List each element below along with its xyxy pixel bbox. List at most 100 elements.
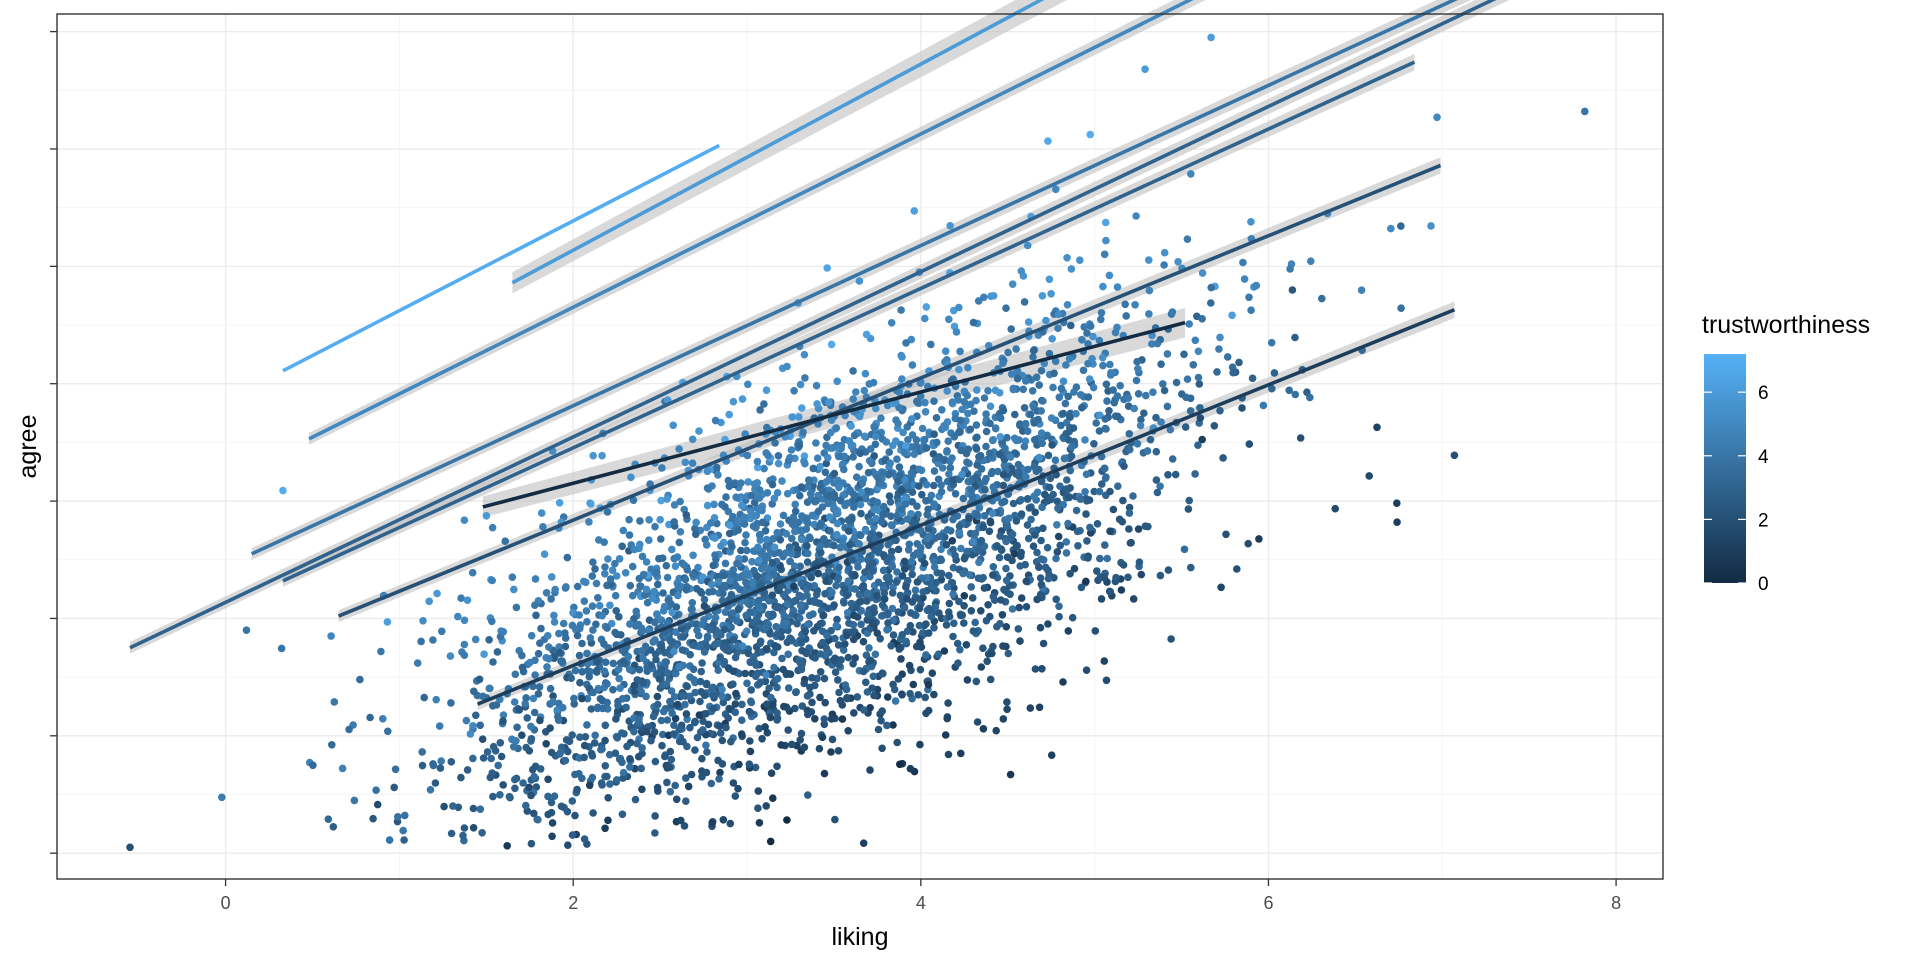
data-point <box>1059 409 1068 418</box>
data-point <box>861 369 870 378</box>
data-point <box>1137 415 1145 424</box>
data-point <box>1450 451 1459 460</box>
data-point <box>1036 574 1045 582</box>
data-point <box>1393 499 1401 508</box>
data-point <box>816 620 825 628</box>
x-tick-label: 4 <box>916 893 926 913</box>
data-point <box>532 611 540 620</box>
data-point <box>1025 504 1034 512</box>
data-point <box>601 824 609 833</box>
data-point <box>660 602 669 611</box>
data-point <box>698 620 706 629</box>
data-point <box>852 603 860 612</box>
data-point <box>682 511 691 519</box>
data-point <box>546 684 555 693</box>
data-point <box>545 643 553 651</box>
data-point <box>1076 256 1084 265</box>
data-point <box>1048 441 1056 449</box>
data-point <box>960 398 968 406</box>
data-point <box>472 711 480 720</box>
data-point <box>813 400 821 408</box>
data-point <box>670 647 678 656</box>
data-point <box>1140 409 1148 418</box>
data-point <box>501 537 510 545</box>
data-point <box>949 515 957 524</box>
data-point <box>750 566 758 575</box>
data-point <box>805 582 814 590</box>
data-point <box>1006 590 1014 599</box>
data-point <box>945 315 953 324</box>
data-point <box>1387 224 1395 233</box>
data-point <box>568 621 577 630</box>
data-point <box>535 683 544 691</box>
data-point <box>618 695 627 703</box>
data-point <box>951 551 959 560</box>
data-point <box>731 792 740 800</box>
data-point <box>938 406 946 414</box>
data-point <box>1053 497 1062 506</box>
data-point <box>915 604 924 613</box>
data-point <box>850 533 859 542</box>
data-point <box>1141 65 1149 73</box>
data-point <box>908 598 917 606</box>
data-point <box>457 773 465 782</box>
data-point <box>843 631 851 640</box>
data-point <box>1082 577 1090 586</box>
data-point <box>778 477 786 485</box>
data-point <box>547 573 556 581</box>
data-point <box>692 518 700 527</box>
data-point <box>889 631 898 639</box>
data-point <box>977 536 986 545</box>
data-point <box>930 467 939 475</box>
data-point <box>1172 378 1181 387</box>
data-point <box>706 625 714 634</box>
data-point <box>1072 409 1080 418</box>
data-point <box>872 404 880 413</box>
data-point <box>954 659 962 667</box>
data-point <box>633 739 641 748</box>
data-point <box>643 667 651 675</box>
data-point <box>1255 535 1263 543</box>
data-point <box>924 680 933 689</box>
data-point <box>513 723 521 732</box>
data-point <box>601 762 610 770</box>
data-point <box>887 521 896 529</box>
data-point <box>619 768 628 777</box>
data-point <box>666 697 674 706</box>
data-point <box>834 676 842 684</box>
data-point <box>570 700 578 708</box>
data-point <box>1183 375 1192 384</box>
data-point <box>521 699 529 708</box>
data-point <box>1131 301 1139 309</box>
data-point <box>979 523 987 532</box>
data-point <box>932 578 941 587</box>
data-point <box>463 766 472 774</box>
data-point <box>1063 301 1072 309</box>
data-point <box>1171 470 1180 479</box>
data-point <box>770 494 779 503</box>
regression-line <box>511 0 1045 285</box>
data-point <box>945 470 953 478</box>
data-point <box>972 421 981 429</box>
data-point <box>1067 443 1076 451</box>
data-point <box>1037 555 1045 563</box>
data-point <box>399 826 408 835</box>
data-point <box>1077 583 1086 592</box>
data-point <box>1036 590 1045 599</box>
data-point <box>989 483 997 491</box>
data-point <box>737 479 745 487</box>
data-point <box>779 621 788 629</box>
data-point <box>895 463 904 471</box>
data-point <box>569 608 577 617</box>
data-point <box>999 481 1008 490</box>
data-point <box>975 453 983 461</box>
data-point <box>1191 336 1200 345</box>
data-point <box>979 644 987 652</box>
data-point <box>678 646 687 654</box>
data-point <box>960 602 968 610</box>
data-point <box>1160 386 1169 395</box>
data-point <box>665 596 673 605</box>
data-point <box>1013 541 1021 550</box>
data-point <box>639 679 647 687</box>
data-point <box>693 626 701 635</box>
